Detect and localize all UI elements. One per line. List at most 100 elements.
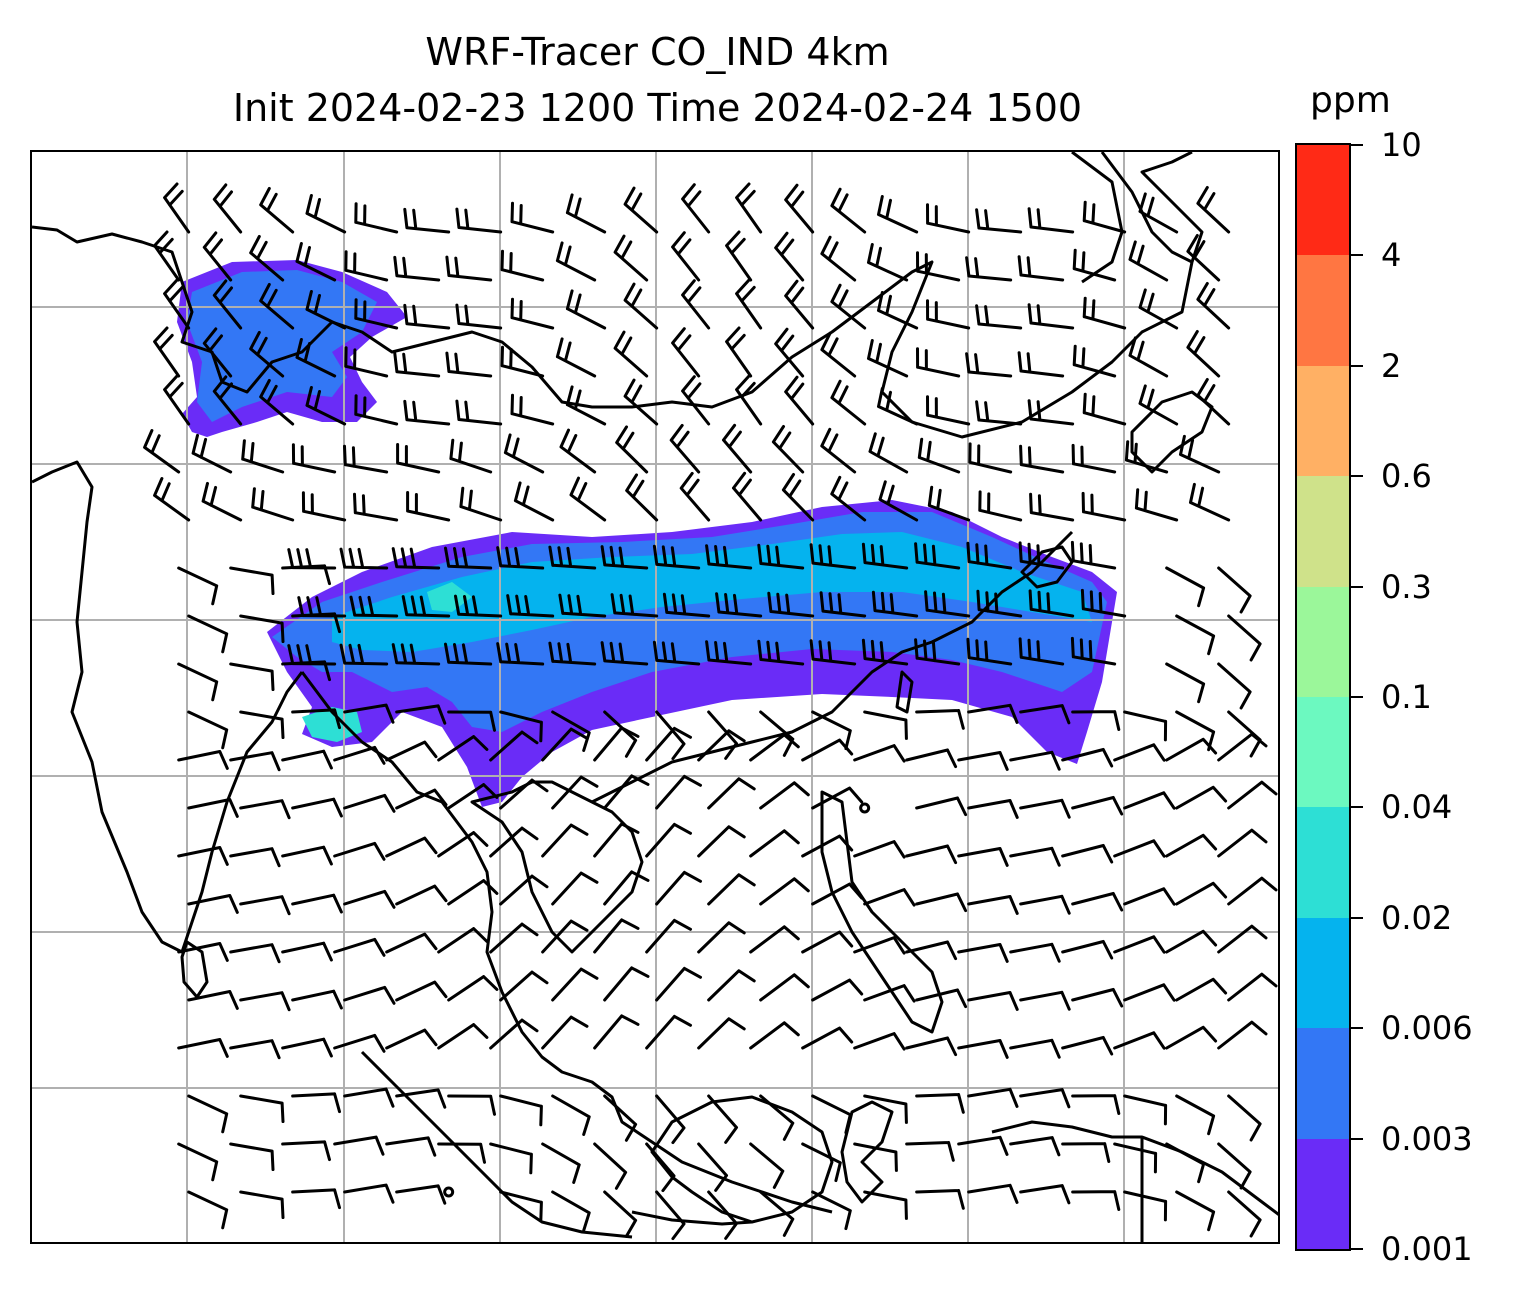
wind-barb [177,846,229,866]
wind-barb [1175,881,1228,906]
map-panel[interactable] [30,150,1280,1244]
wind-barb [877,387,919,426]
wind-barb [1123,887,1176,906]
wind-barb [241,439,285,474]
wind-barb [259,283,295,330]
wind-barb [603,870,650,906]
wind-barb [343,1183,395,1204]
wind-barb [811,710,852,751]
wind-barb [291,989,343,1010]
wind-barb [177,750,229,770]
wind-barb [1080,588,1127,618]
wind-barb [957,1039,1009,1059]
wind-barb [344,346,389,378]
wind-barb [555,337,597,378]
wind-barb [1019,704,1071,725]
wind-barb [863,1190,908,1220]
wind-barb [1227,1094,1262,1142]
wind-barb [861,638,909,666]
wind-barb [1217,1142,1252,1190]
wind-barb [853,744,906,763]
wind-barb [830,379,867,426]
colorbar-segment [1297,696,1349,808]
wind-barb [801,1142,842,1183]
wind-barb [1071,443,1117,474]
wind-barb [975,400,1023,426]
wind-barb [976,589,1023,618]
wind-barb [551,1094,591,1136]
wind-barb [757,639,805,666]
colorbar-tick-label: 0.006 [1381,1009,1473,1048]
wind-barb [1113,839,1166,858]
wind-barb [1165,1025,1218,1050]
wind-barb [353,492,399,522]
wind-barb [212,279,243,330]
colorbar-tick [1351,916,1363,919]
wind-barb [749,1021,800,1050]
wind-barb [1196,186,1231,234]
wind-barb [565,193,607,234]
wind-barb [354,394,399,426]
wind-barb [1138,192,1179,234]
wind-barb [187,614,229,654]
wind-barb [499,874,549,906]
wind-barb [759,1190,795,1237]
wind-barb [771,425,805,474]
wind-barb [401,595,451,618]
wind-barb [229,566,275,595]
wind-barb [201,481,243,522]
wind-barb [1123,983,1176,1002]
wind-barb [967,895,1019,915]
wind-barb [801,738,854,762]
wind-barb [1227,614,1262,662]
wind-barb [506,594,555,618]
wind-barb [1217,1020,1268,1050]
wind-barb [153,477,191,522]
colorbar-segment [1297,586,1349,697]
wind-barb [735,182,763,234]
wind-barb [801,1026,854,1050]
wind-barb [551,1190,591,1232]
wind-barb [447,710,496,732]
wind-barb [1165,929,1218,954]
colorbar-tick [1351,144,1363,146]
wind-barb [1019,798,1071,819]
wind-barb [697,921,746,954]
wind-barb [295,242,337,282]
wind-barb [707,777,756,810]
wind-barb [1009,1038,1061,1059]
colorbar-tick [1351,585,1363,588]
coastline-segment [360,1050,633,1239]
wind-barb [1165,1142,1206,1184]
wind-barb [1071,1094,1121,1115]
colorbar-segment [1297,476,1349,587]
wind-barb [863,984,916,1003]
wind-barb [559,428,597,474]
wind-barb [811,978,864,1002]
colorbar-tick [1351,696,1363,698]
wind-barb [877,195,919,234]
wind-barb [975,304,1023,330]
coastline-segment [300,671,833,1214]
wind-barb [1165,833,1218,858]
colorbar-tick [1351,254,1363,257]
wind-barb [1027,207,1075,234]
wind-barb [541,727,589,762]
wind-barb [343,985,396,1005]
wind-barb [811,882,864,906]
wind-barb [499,1094,543,1127]
wind-barb [191,433,233,474]
wind-barb [551,710,591,752]
wind-barb [1186,330,1221,378]
wind-barb [229,943,281,964]
wind-barb [354,202,399,234]
wind-barb [853,1032,906,1051]
wind-barb [830,475,867,522]
wind-barb [1061,1036,1114,1056]
coastline-segment [32,460,304,954]
wind-barb [853,936,906,955]
wind-barb [867,339,909,378]
wind-barb [1017,255,1065,282]
wind-barb [603,710,638,758]
wind-barb [915,988,968,1009]
